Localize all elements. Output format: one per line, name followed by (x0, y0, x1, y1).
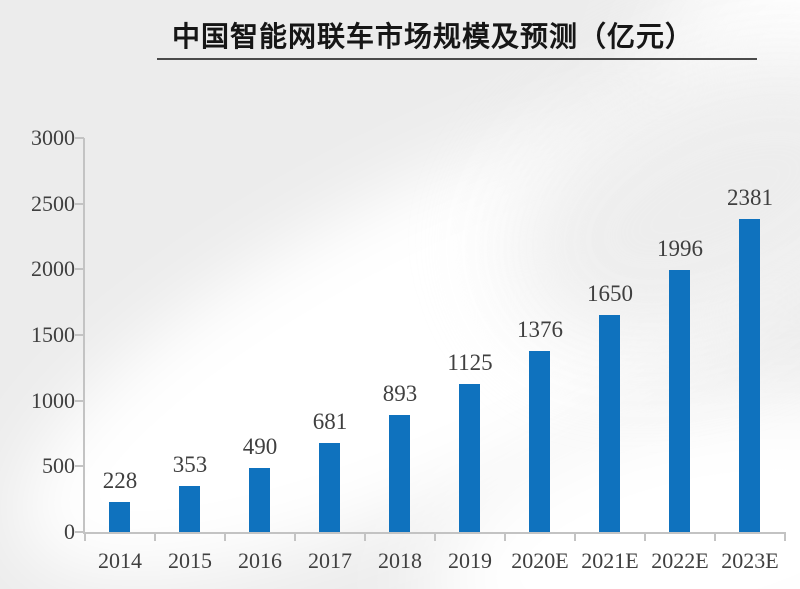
bar (389, 414, 410, 532)
bar (669, 269, 690, 532)
x-axis-tick (154, 532, 156, 541)
x-axis-tick (504, 532, 506, 541)
bar (319, 442, 340, 532)
plot-area: 0 500 1000 1500 2000 2500 3000 228 2014 353 2015 49… (31, 125, 786, 573)
x-axis-label: 2022E (651, 548, 709, 573)
x-axis-tick (434, 532, 436, 541)
y-axis-tick (75, 399, 84, 402)
bar (109, 502, 130, 532)
x-axis-tick (364, 532, 366, 541)
x-axis-tick (294, 532, 296, 541)
y-axis-label: 2000 (31, 256, 75, 282)
bar-value-label: 1650 (587, 281, 633, 307)
bar-value-label: 893 (382, 380, 418, 406)
chart-title-row: 中国智能网联车市场规模及预测（亿元） (83, 20, 783, 54)
x-axis-label: 2014 (98, 548, 142, 573)
x-axis-tick (644, 532, 646, 541)
y-axis-label: 500 (42, 453, 75, 479)
bar-value-label: 1376 (517, 317, 563, 343)
bar-value-label: 228 (102, 468, 138, 494)
x-axis-tick (714, 532, 716, 541)
bar (249, 467, 270, 532)
y-axis-label: 2500 (31, 190, 75, 216)
title-underline (157, 58, 757, 60)
x-axis-label: 2015 (168, 548, 212, 573)
bar (529, 351, 550, 532)
x-axis-tick (224, 532, 226, 541)
chart-title: 中国智能网联车市场规模及预测（亿元） (171, 21, 694, 52)
x-axis-label: 2019 (448, 548, 492, 573)
bar-value-label: 353 (172, 451, 208, 477)
y-axis-label: 1000 (31, 387, 75, 413)
y-axis-tick (75, 202, 84, 205)
bar-value-label: 1996 (657, 235, 703, 261)
y-axis-tick (75, 465, 84, 468)
bar (599, 315, 620, 532)
x-axis-label: 2018 (378, 548, 422, 573)
y-axis-label: 1500 (31, 322, 75, 347)
x-axis-tick (84, 532, 86, 541)
bar-value-label: 1125 (447, 350, 493, 376)
bar (739, 219, 760, 532)
x-axis-label: 2023E (721, 548, 779, 573)
x-axis-tick (574, 532, 576, 541)
y-axis-tick (75, 334, 84, 336)
y-axis-tick (75, 137, 84, 139)
x-axis-label: 2021E (581, 548, 639, 573)
bar-value-label: 681 (312, 408, 348, 434)
y-axis-tick (75, 268, 84, 271)
x-axis-label: 2016 (238, 548, 282, 573)
y-axis-tick (75, 531, 84, 533)
y-axis-label: 0 (64, 519, 75, 544)
bar (179, 485, 200, 532)
bar (459, 384, 480, 532)
x-axis-label: 2020E (511, 548, 569, 573)
x-axis-tick (784, 532, 786, 541)
bar-value-label: 490 (242, 433, 278, 459)
y-axis-label: 3000 (31, 125, 75, 150)
x-axis-label: 2017 (308, 548, 352, 573)
bar-value-label: 2381 (727, 185, 773, 211)
